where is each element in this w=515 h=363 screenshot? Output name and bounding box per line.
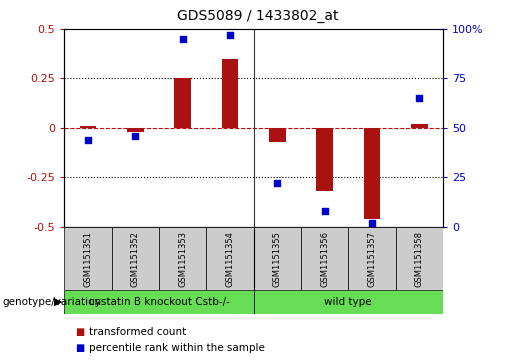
Bar xyxy=(396,227,443,290)
Text: GSM1151358: GSM1151358 xyxy=(415,231,424,287)
Text: transformed count: transformed count xyxy=(89,327,186,337)
Point xyxy=(368,220,376,226)
Text: GSM1151357: GSM1151357 xyxy=(367,231,376,287)
Bar xyxy=(253,227,301,290)
Text: ■: ■ xyxy=(75,343,84,353)
Bar xyxy=(175,78,191,128)
Text: genotype/variation: genotype/variation xyxy=(3,297,101,307)
Bar xyxy=(348,227,396,290)
Bar xyxy=(301,227,348,290)
Bar xyxy=(411,124,427,128)
Text: wild type: wild type xyxy=(324,297,372,307)
Text: GSM1151356: GSM1151356 xyxy=(320,231,329,287)
Point xyxy=(273,180,281,186)
Point xyxy=(226,32,234,38)
Bar xyxy=(159,227,207,290)
Bar xyxy=(207,227,253,290)
Point xyxy=(415,95,423,101)
Bar xyxy=(253,290,443,314)
Text: GSM1151352: GSM1151352 xyxy=(131,231,140,286)
Bar xyxy=(364,128,380,219)
Bar xyxy=(64,227,112,290)
Bar xyxy=(112,227,159,290)
Text: ▶: ▶ xyxy=(54,297,62,307)
Bar xyxy=(316,128,333,191)
Text: GSM1151351: GSM1151351 xyxy=(83,231,93,286)
Text: percentile rank within the sample: percentile rank within the sample xyxy=(89,343,265,353)
Bar xyxy=(80,126,96,128)
Text: GSM1151353: GSM1151353 xyxy=(178,231,187,287)
Text: GSM1151354: GSM1151354 xyxy=(226,231,234,286)
Point xyxy=(320,208,329,214)
Bar xyxy=(127,128,144,132)
Text: GSM1151355: GSM1151355 xyxy=(273,231,282,286)
Text: ■: ■ xyxy=(75,327,84,337)
Text: cystatin B knockout Cstb-/-: cystatin B knockout Cstb-/- xyxy=(89,297,230,307)
Point xyxy=(131,133,140,139)
Point xyxy=(84,137,92,143)
Bar xyxy=(64,290,253,314)
Text: GDS5089 / 1433802_at: GDS5089 / 1433802_at xyxy=(177,9,338,23)
Bar xyxy=(269,128,286,142)
Bar xyxy=(221,59,238,128)
Point xyxy=(179,36,187,42)
